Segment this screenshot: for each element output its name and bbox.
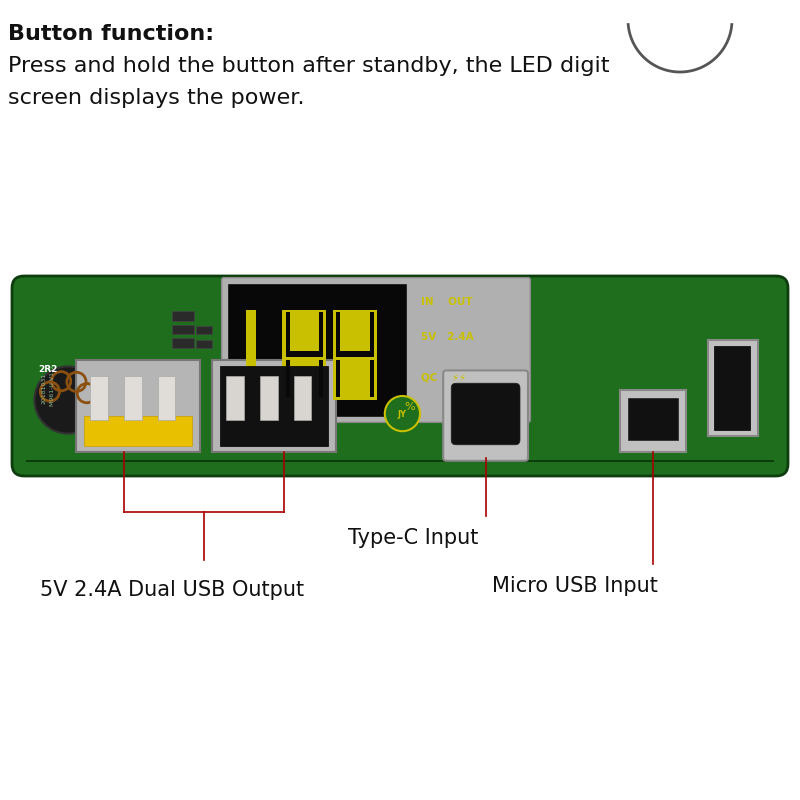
Bar	[286, 351, 323, 357]
Bar	[90, 376, 108, 420]
Bar	[286, 312, 290, 351]
Text: 5V 2.4A Dual USB Output: 5V 2.4A Dual USB Output	[40, 580, 304, 600]
Bar	[226, 376, 244, 420]
Bar	[124, 376, 142, 420]
Bar	[172, 325, 194, 334]
FancyBboxPatch shape	[443, 370, 528, 461]
Bar	[246, 310, 256, 400]
Bar	[212, 360, 336, 452]
Text: 2R2: 2R2	[38, 365, 58, 374]
Bar	[708, 340, 758, 436]
Bar	[228, 284, 406, 416]
Bar	[76, 360, 200, 452]
Text: 20181031: 20181031	[42, 373, 46, 404]
Bar	[333, 310, 377, 400]
FancyBboxPatch shape	[451, 383, 520, 445]
Text: Type-C Input: Type-C Input	[348, 528, 478, 548]
FancyBboxPatch shape	[12, 276, 788, 476]
Bar	[286, 360, 290, 397]
Text: JY: JY	[398, 410, 407, 419]
Bar	[172, 338, 194, 348]
Bar	[158, 376, 175, 420]
Bar	[282, 310, 326, 400]
Bar	[370, 360, 374, 397]
Bar	[620, 390, 686, 452]
Bar	[319, 360, 323, 397]
Text: Press and hold the button after standby, the LED digit: Press and hold the button after standby,…	[8, 56, 610, 76]
Circle shape	[385, 396, 420, 431]
Text: Button function:: Button function:	[8, 24, 214, 44]
Bar	[336, 312, 340, 351]
Text: screen displays the power.: screen displays the power.	[8, 88, 305, 108]
Text: 5V   2.4A: 5V 2.4A	[421, 332, 474, 342]
Text: %: %	[404, 402, 414, 411]
Text: IN    OUT: IN OUT	[421, 298, 473, 307]
Text: Micro USB Input: Micro USB Input	[492, 576, 658, 596]
FancyBboxPatch shape	[222, 278, 530, 422]
Bar	[628, 398, 678, 440]
Bar	[220, 366, 328, 446]
Bar	[370, 312, 374, 351]
Text: M961-U V1.0: M961-U V1.0	[50, 366, 55, 406]
Bar	[260, 376, 278, 420]
Circle shape	[34, 366, 102, 434]
Bar	[84, 416, 192, 446]
Text: QC    ⚡⚡: QC ⚡⚡	[421, 373, 466, 382]
Bar	[319, 312, 323, 351]
Bar	[294, 376, 311, 420]
Bar	[26, 460, 774, 462]
Bar	[196, 326, 212, 334]
Bar	[714, 346, 750, 430]
Bar	[336, 360, 340, 397]
Bar	[196, 340, 212, 348]
Bar	[336, 351, 374, 357]
Bar	[172, 311, 194, 321]
